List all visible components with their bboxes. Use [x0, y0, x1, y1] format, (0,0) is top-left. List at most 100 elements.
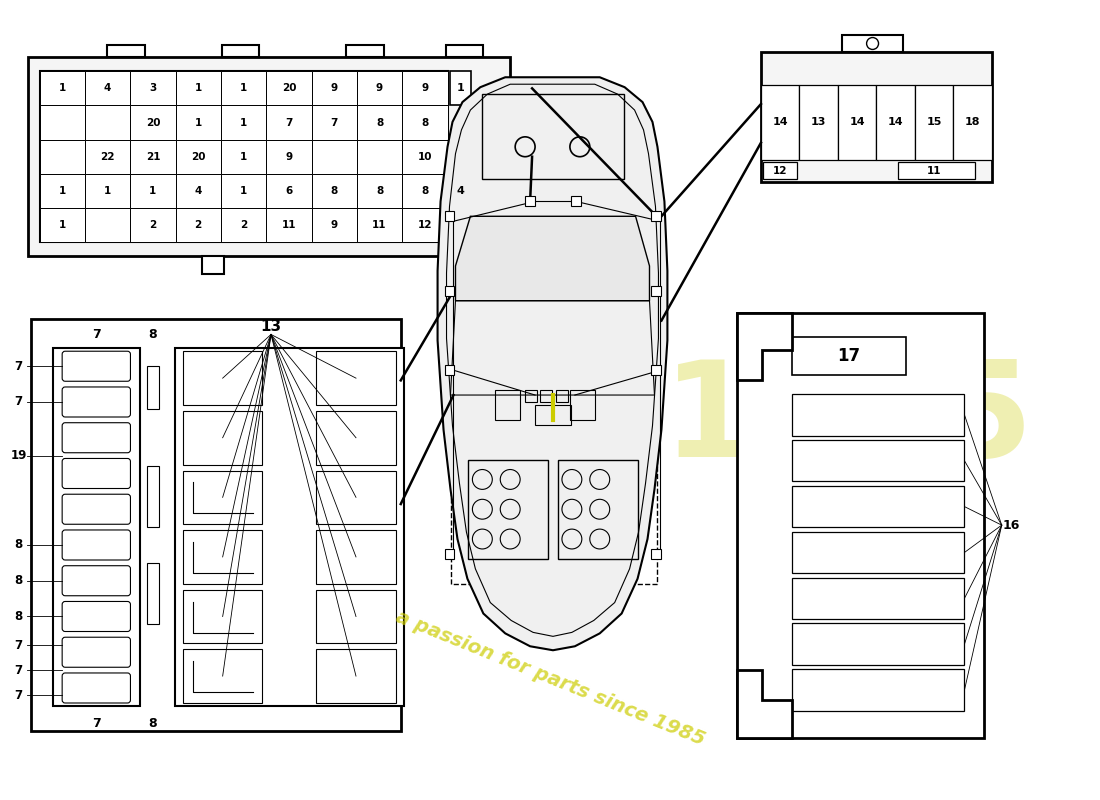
Text: 4: 4	[456, 186, 464, 196]
Bar	[792, 440, 965, 482]
Text: 1: 1	[240, 118, 248, 127]
Bar	[107, 46, 145, 58]
Text: 7: 7	[285, 118, 293, 127]
Text: 9: 9	[331, 220, 338, 230]
Text: 7: 7	[14, 360, 23, 373]
Bar	[221, 140, 266, 174]
Text: 7: 7	[14, 664, 23, 677]
Text: 1: 1	[240, 152, 248, 162]
Text: 10: 10	[418, 152, 432, 162]
Text: 19: 19	[11, 449, 26, 462]
FancyBboxPatch shape	[63, 530, 131, 560]
Bar	[266, 71, 311, 106]
Text: a passion for parts since 1985: a passion for parts since 1985	[393, 607, 707, 749]
Bar	[40, 71, 448, 242]
Bar	[737, 313, 983, 738]
Text: 12: 12	[773, 166, 788, 175]
Text: 13: 13	[811, 117, 826, 127]
FancyBboxPatch shape	[63, 638, 131, 667]
Text: 9: 9	[421, 83, 428, 94]
Text: 7: 7	[14, 689, 23, 702]
Bar	[85, 208, 130, 242]
Bar	[266, 106, 311, 140]
Bar	[40, 208, 85, 242]
Text: 8: 8	[376, 186, 383, 196]
Bar	[31, 318, 400, 730]
Text: 8: 8	[14, 610, 23, 623]
Bar	[792, 623, 965, 665]
Bar	[201, 256, 223, 274]
Text: 12: 12	[418, 220, 432, 230]
Bar	[175, 348, 404, 706]
Bar	[403, 174, 448, 208]
Text: 4: 4	[103, 83, 111, 94]
Bar	[525, 390, 537, 402]
Bar	[915, 85, 954, 159]
Text: 14: 14	[849, 117, 865, 127]
Text: 6: 6	[285, 186, 293, 196]
Text: 1: 1	[195, 118, 202, 127]
Bar	[221, 106, 266, 140]
Bar	[403, 140, 448, 174]
Text: 2: 2	[195, 220, 202, 230]
Text: 9: 9	[331, 83, 338, 94]
Text: 20: 20	[145, 118, 161, 127]
Text: 7: 7	[92, 718, 101, 730]
Bar	[540, 390, 552, 402]
Bar	[444, 286, 454, 296]
Text: 4: 4	[195, 186, 202, 196]
Text: 7: 7	[14, 395, 23, 409]
FancyBboxPatch shape	[63, 602, 131, 631]
Bar	[651, 549, 661, 559]
Bar	[85, 106, 130, 140]
Bar	[403, 71, 448, 106]
Bar	[316, 590, 396, 643]
Text: 15: 15	[926, 117, 942, 127]
Bar	[40, 71, 85, 106]
Text: 1985: 1985	[663, 355, 1034, 485]
Text: 1: 1	[240, 186, 248, 196]
Bar	[147, 563, 160, 624]
Bar	[40, 140, 85, 174]
Text: 1: 1	[456, 83, 464, 94]
Bar	[954, 85, 992, 159]
Bar	[469, 459, 548, 559]
Bar	[183, 590, 263, 643]
Bar	[183, 650, 263, 703]
Bar	[147, 366, 160, 409]
Polygon shape	[438, 78, 668, 650]
FancyBboxPatch shape	[63, 351, 131, 382]
Polygon shape	[737, 670, 792, 738]
Bar	[792, 670, 965, 710]
Bar	[346, 46, 384, 58]
Bar	[763, 162, 798, 179]
Text: 1: 1	[240, 83, 248, 94]
Text: 1: 1	[58, 220, 66, 230]
Bar	[356, 208, 403, 242]
Bar	[495, 390, 520, 420]
Bar	[556, 390, 568, 402]
Bar	[877, 85, 915, 159]
Bar	[222, 46, 260, 58]
Bar	[311, 71, 356, 106]
Polygon shape	[737, 313, 792, 380]
Text: 22: 22	[100, 152, 114, 162]
Bar	[221, 174, 266, 208]
FancyBboxPatch shape	[63, 458, 131, 489]
Bar	[221, 208, 266, 242]
Bar	[130, 174, 176, 208]
Text: 11: 11	[282, 220, 296, 230]
Bar	[28, 58, 510, 256]
Bar	[176, 106, 221, 140]
Bar	[792, 486, 965, 527]
Bar	[838, 85, 877, 159]
Text: 14: 14	[772, 117, 788, 127]
Text: 16: 16	[1003, 518, 1021, 532]
Bar	[40, 174, 85, 208]
Bar	[176, 174, 221, 208]
Bar	[85, 140, 130, 174]
Bar	[792, 338, 906, 375]
Bar	[651, 366, 661, 375]
Text: 8: 8	[148, 328, 157, 341]
Bar	[651, 211, 661, 222]
